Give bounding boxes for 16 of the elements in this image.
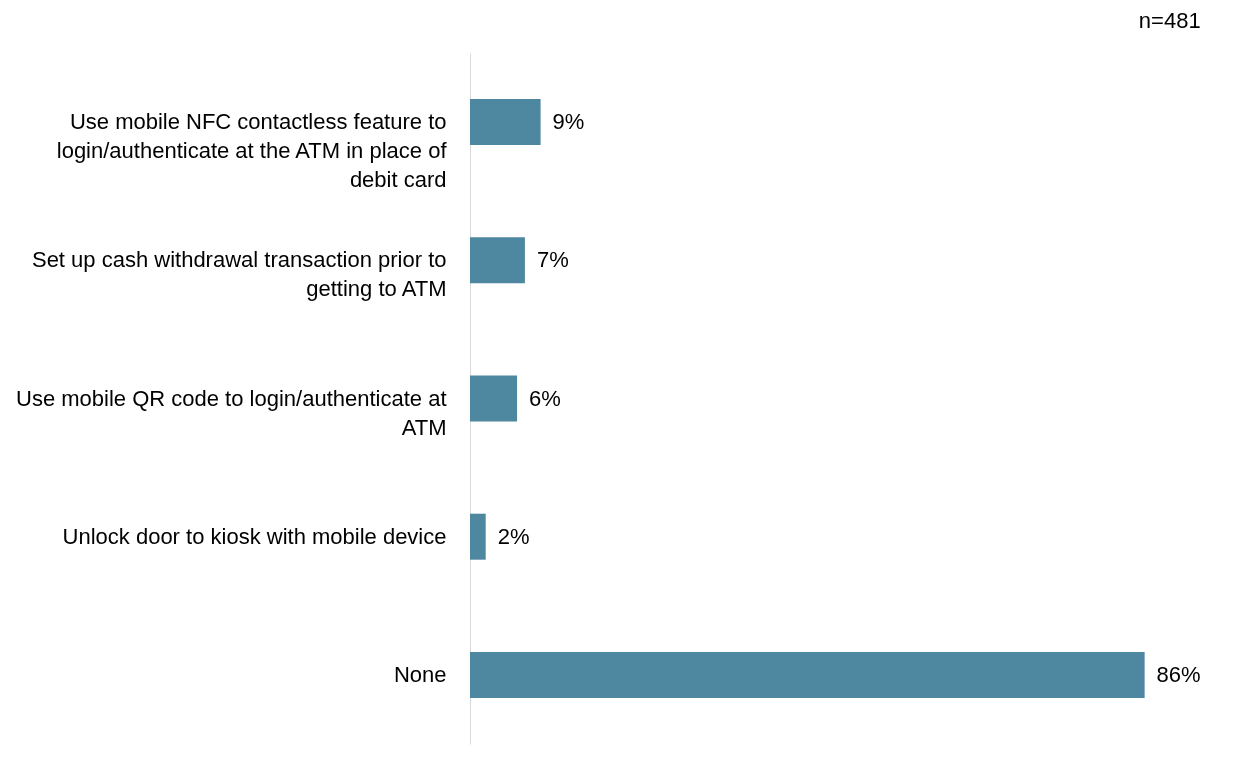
y-tick-label: Unlock door to kiosk with mobile device xyxy=(62,523,447,549)
bar xyxy=(470,513,486,560)
y-tick-label: None xyxy=(393,661,447,687)
bar xyxy=(470,651,1145,698)
bar xyxy=(470,99,541,146)
data-label: 2% xyxy=(497,523,530,549)
bar xyxy=(470,237,525,284)
y-tick-label: Use mobile NFC contactless feature to login/authenticate at the ATM in place of debit card xyxy=(56,109,448,193)
data-label: 7% xyxy=(536,247,569,273)
bar xyxy=(470,375,518,422)
data-label: 6% xyxy=(529,385,561,411)
data-label: 9% xyxy=(552,109,585,135)
y-tick-label: Set up cash withdrawal transaction prior to getting to ATM xyxy=(31,247,447,302)
data-label: 86% xyxy=(1156,661,1201,687)
text: n=481 xyxy=(1138,8,1201,33)
y-tick-label: Use mobile QR code to login/authenticate at ATM xyxy=(16,385,447,440)
